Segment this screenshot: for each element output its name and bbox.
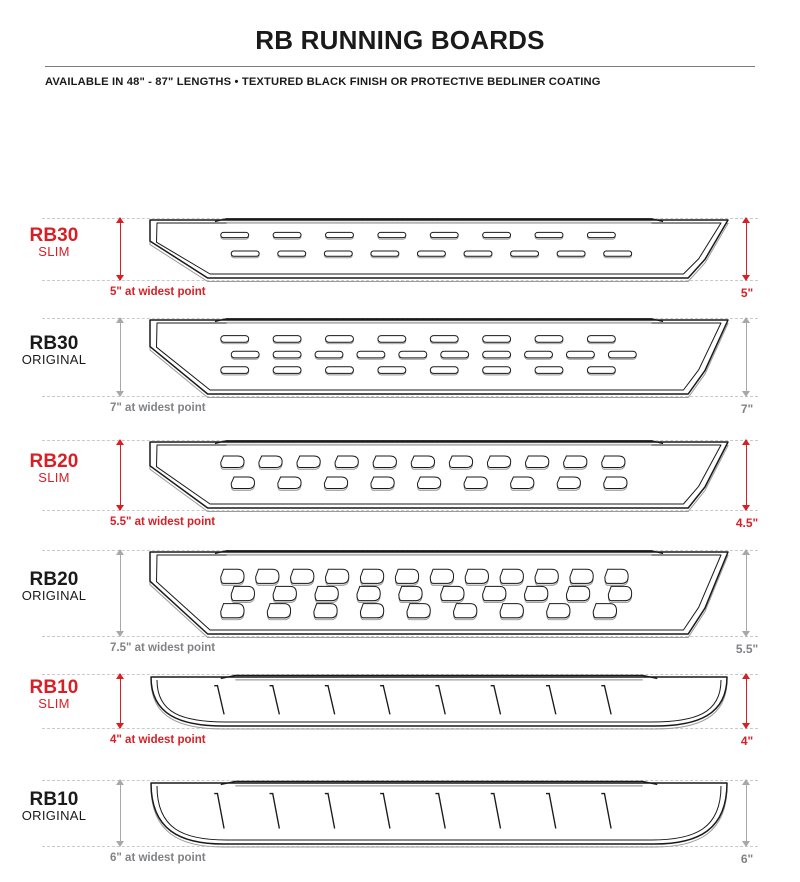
arrow-up-icon bbox=[742, 316, 750, 323]
running-board-illustration bbox=[148, 549, 730, 638]
product-row: RB30 SLIM bbox=[0, 214, 800, 316]
width-caption: 4" at widest point bbox=[110, 733, 206, 746]
header-subtitle: AVAILABLE IN 48" - 87" LENGTHS • TEXTURE… bbox=[45, 75, 601, 88]
right-height-value: 4" bbox=[740, 733, 754, 748]
running-board-illustration bbox=[148, 780, 730, 848]
right-height-value: 6" bbox=[740, 851, 754, 866]
arrow-up-icon bbox=[742, 672, 750, 679]
arrow-down-icon bbox=[742, 840, 750, 847]
width-caption: 5.5" at widest point bbox=[110, 515, 216, 528]
arrow-down-icon bbox=[742, 274, 750, 281]
arrow-down-icon bbox=[742, 504, 750, 511]
product-row: RB10 SLIM 4" 4" at widest point bbox=[0, 670, 800, 762]
product-label[interactable]: RB30 SLIM bbox=[0, 224, 108, 260]
running-board-illustration bbox=[148, 674, 730, 730]
right-height-measure-arrow bbox=[740, 216, 754, 281]
product-label[interactable]: RB10 SLIM bbox=[0, 676, 108, 712]
guide-line-top bbox=[42, 673, 758, 675]
product-label[interactable]: RB20 SLIM bbox=[0, 450, 108, 486]
left-height-measure-arrow bbox=[114, 438, 128, 511]
arrow-down-icon bbox=[116, 630, 124, 637]
product-variant-name: SLIM bbox=[38, 243, 70, 259]
arrow-up-icon bbox=[116, 672, 124, 679]
guide-line-bottom bbox=[42, 395, 758, 397]
right-height-measure-arrow bbox=[740, 438, 754, 511]
arrow-up-icon bbox=[116, 216, 124, 223]
page-title: RB RUNNING BOARDS bbox=[255, 25, 545, 55]
product-row: RB20 SLIM bbox=[0, 436, 800, 546]
guide-line-bottom bbox=[42, 509, 758, 511]
product-model-name: RB30 bbox=[29, 332, 79, 354]
arrow-down-icon bbox=[116, 274, 124, 281]
guide-line-top bbox=[42, 779, 758, 781]
product-variant-name: ORIGINAL bbox=[21, 807, 87, 823]
header-divider bbox=[45, 65, 755, 67]
product-label[interactable]: RB10 ORIGINAL bbox=[0, 788, 108, 824]
left-height-measure-arrow bbox=[114, 672, 128, 729]
right-height-measure-arrow bbox=[740, 778, 754, 847]
arrow-down-icon bbox=[116, 504, 124, 511]
product-variant-name: ORIGINAL bbox=[21, 351, 87, 367]
product-label[interactable]: RB30 ORIGINAL bbox=[0, 332, 108, 368]
arrow-up-icon bbox=[742, 548, 750, 555]
guide-line-bottom bbox=[42, 727, 758, 729]
arrow-down-icon bbox=[116, 390, 124, 397]
arrow-up-icon bbox=[116, 778, 124, 785]
running-board-illustration bbox=[148, 317, 730, 398]
arrow-down-icon bbox=[116, 840, 124, 847]
left-height-measure-arrow bbox=[114, 216, 128, 281]
product-model-name: RB20 bbox=[29, 450, 79, 472]
arrow-down-icon bbox=[742, 722, 750, 729]
product-model-name: RB20 bbox=[29, 568, 79, 590]
width-caption: 7.5" at widest point bbox=[110, 641, 216, 654]
product-model-name: RB10 bbox=[29, 788, 79, 810]
arrow-up-icon bbox=[742, 438, 750, 445]
product-label[interactable]: RB20 ORIGINAL bbox=[0, 568, 108, 604]
running-board-illustration bbox=[148, 439, 730, 512]
page-header: RB RUNNING BOARDS AVAILABLE IN 48" - 87"… bbox=[0, 0, 800, 88]
right-height-value: 5" bbox=[740, 285, 754, 300]
guide-line-bottom bbox=[42, 279, 758, 281]
product-row: RB10 ORIGINAL 6" 6" at widest point bbox=[0, 776, 800, 882]
product-model-name: RB30 bbox=[29, 224, 79, 246]
product-model-name: RB10 bbox=[29, 676, 79, 698]
left-height-measure-arrow bbox=[114, 316, 128, 397]
width-caption: 7" at widest point bbox=[110, 401, 206, 414]
guide-line-bottom bbox=[42, 635, 758, 637]
right-height-value: 7" bbox=[740, 401, 754, 416]
product-variant-name: SLIM bbox=[38, 695, 70, 711]
arrow-down-icon bbox=[116, 722, 124, 729]
width-caption: 5" at widest point bbox=[110, 285, 206, 298]
right-height-measure-arrow bbox=[740, 548, 754, 637]
arrow-down-icon bbox=[742, 390, 750, 397]
width-caption: 6" at widest point bbox=[110, 851, 206, 864]
left-height-measure-arrow bbox=[114, 548, 128, 637]
arrow-up-icon bbox=[116, 316, 124, 323]
product-variant-name: ORIGINAL bbox=[21, 587, 87, 603]
arrow-up-icon bbox=[742, 216, 750, 223]
right-height-value: 4.5" bbox=[735, 515, 759, 530]
product-row: RB30 ORIGINAL bbox=[0, 314, 800, 432]
arrow-up-icon bbox=[116, 438, 124, 445]
right-height-measure-arrow bbox=[740, 316, 754, 397]
product-row: RB20 ORIGINAL bbox=[0, 546, 800, 672]
running-board-illustration bbox=[148, 217, 730, 282]
arrow-up-icon bbox=[116, 548, 124, 555]
arrow-up-icon bbox=[742, 778, 750, 785]
right-height-measure-arrow bbox=[740, 672, 754, 729]
right-height-value: 5.5" bbox=[735, 641, 759, 656]
left-height-measure-arrow bbox=[114, 778, 128, 847]
arrow-down-icon bbox=[742, 630, 750, 637]
product-variant-name: SLIM bbox=[38, 469, 70, 485]
